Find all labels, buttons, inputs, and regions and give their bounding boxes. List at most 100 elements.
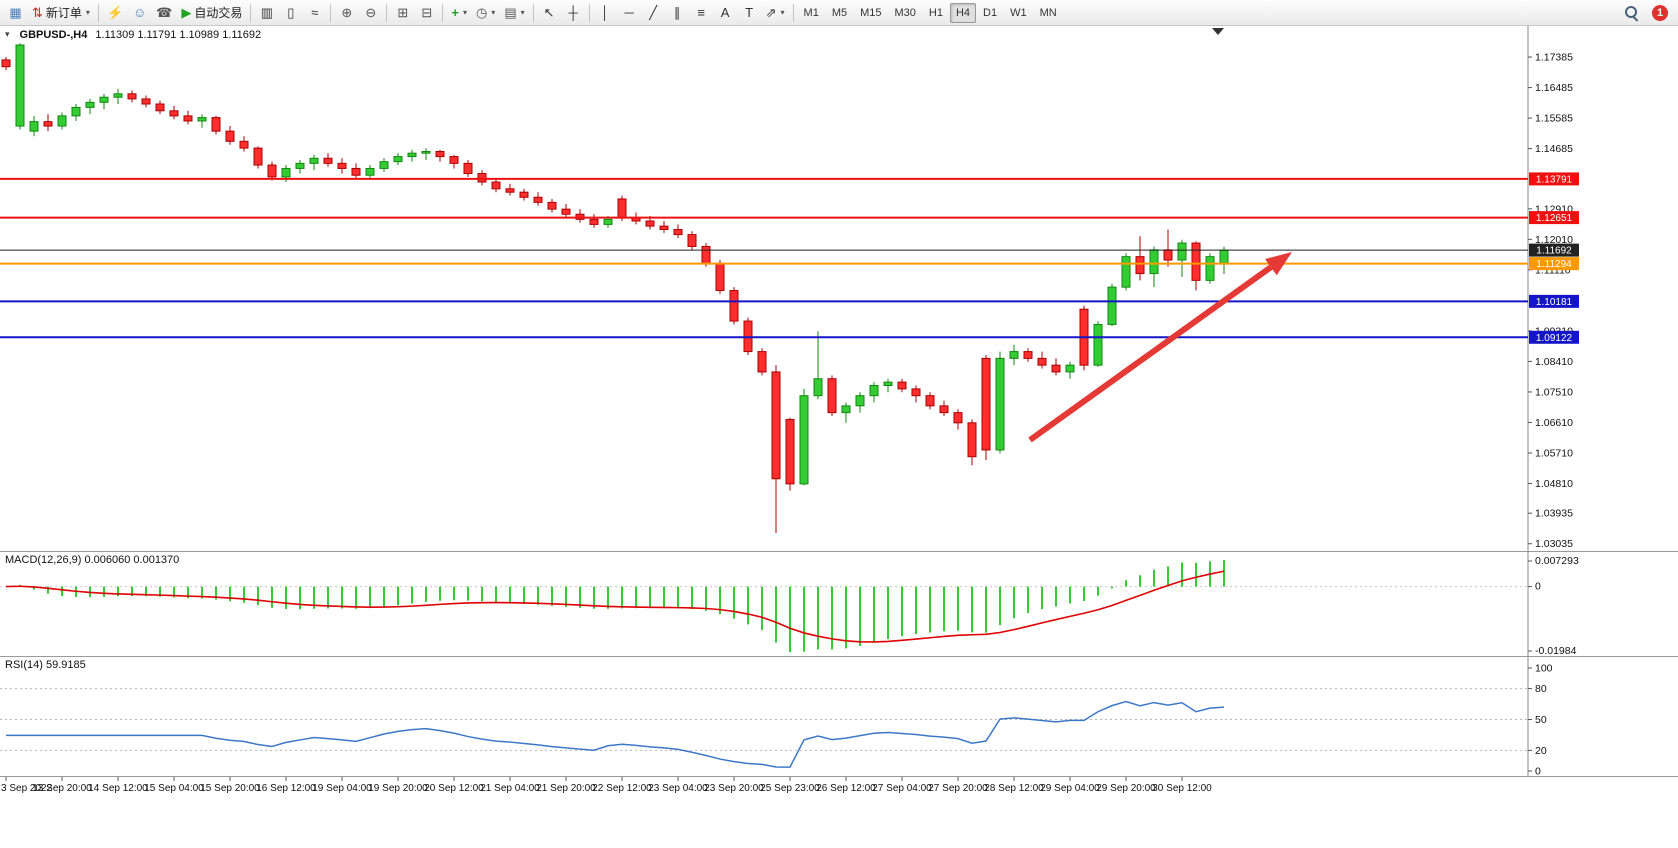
- svg-text:0: 0: [1535, 581, 1541, 593]
- channel-button[interactable]: ∥: [666, 2, 689, 24]
- cursor-button[interactable]: ↖: [538, 2, 561, 24]
- chevron-down-icon: ▾: [520, 8, 525, 17]
- toolbar-separator: [330, 3, 332, 22]
- svg-text:14 Sep 12:00: 14 Sep 12:00: [88, 783, 148, 794]
- line-chart-button[interactable]: ≈: [303, 2, 326, 24]
- rsi-header: RSI(14) 59.9185: [5, 659, 86, 671]
- svg-text:1.04810: 1.04810: [1535, 478, 1573, 490]
- chart-menu-icon[interactable]: ▾: [5, 29, 10, 39]
- svg-text:50: 50: [1535, 714, 1547, 726]
- chart-shift-marker-icon[interactable]: [1212, 28, 1224, 35]
- notification-badge[interactable]: 1: [1652, 4, 1668, 21]
- autotrading-label: 自动交易: [194, 6, 243, 20]
- svg-text:15 Sep 04:00: 15 Sep 04:00: [144, 783, 204, 794]
- lightning-icon: ⚡: [106, 5, 124, 20]
- timeframe-button-w1[interactable]: W1: [1004, 3, 1033, 23]
- svg-text:1.08410: 1.08410: [1535, 356, 1573, 368]
- chart-area[interactable]: 1.17385 1.16485 1.15585 1.14685 1.12910 1.120…: [0, 26, 1678, 848]
- svg-text:19 Sep 04:00: 19 Sep 04:00: [312, 783, 372, 794]
- cursor-icon: ↖: [543, 5, 555, 20]
- zoom-out-button[interactable]: ⊖: [359, 2, 382, 24]
- market-watch-button[interactable]: ☺: [128, 2, 151, 24]
- zoom-out-icon: ⊖: [365, 5, 377, 20]
- arrange-windows-button[interactable]: ⊟: [415, 2, 438, 24]
- toolbar-separator: [588, 3, 590, 22]
- svg-text:1.05710: 1.05710: [1535, 448, 1573, 460]
- svg-text:1.06610: 1.06610: [1535, 417, 1573, 429]
- new-order-button[interactable]: ⇅ 新订单 ▾: [28, 2, 94, 24]
- level-lines[interactable]: [0, 177, 1528, 339]
- periods-button[interactable]: ◷ ▾: [472, 2, 499, 24]
- svg-text:1.17385: 1.17385: [1535, 52, 1573, 64]
- svg-text:1.12651: 1.12651: [1536, 213, 1573, 224]
- price-badge: [1529, 330, 1579, 344]
- new-order-label: 新订单: [45, 6, 82, 20]
- zoom-in-button[interactable]: ⊕: [335, 2, 358, 24]
- templates-button[interactable]: ▤ ▾: [500, 2, 528, 24]
- toolbar-separator: [792, 3, 794, 22]
- timeframe-button-m15[interactable]: M15: [854, 3, 887, 23]
- crosshair-button[interactable]: ┼: [562, 2, 585, 24]
- new-chart-button[interactable]: ▦: [4, 2, 27, 24]
- timeframe-button-h1[interactable]: H1: [923, 3, 949, 23]
- svg-text:1.03035: 1.03035: [1535, 538, 1573, 550]
- svg-text:1.13791: 1.13791: [1536, 174, 1573, 185]
- candlestick-chart-button[interactable]: ▯: [279, 2, 302, 24]
- bar-chart-button[interactable]: ▥: [255, 2, 278, 24]
- svg-text:1.11692: 1.11692: [1536, 246, 1572, 257]
- timeframe-button-h4[interactable]: H4: [949, 2, 977, 23]
- toolbar-separator: [386, 3, 388, 22]
- timeframe-button-mn[interactable]: MN: [1034, 3, 1063, 23]
- bar-chart-icon: ▥: [260, 5, 273, 20]
- candles-layer[interactable]: [1, 43, 1229, 534]
- price-badge: [1529, 243, 1579, 257]
- macd-panel[interactable]: 0.007293 0 -0.01984: [0, 555, 1579, 657]
- vertical-line-icon: │: [601, 5, 610, 20]
- horizontal-line-button[interactable]: ─: [618, 2, 641, 24]
- autotrading-button[interactable]: ▶ 自动交易: [177, 2, 246, 24]
- svg-text:21 Sep 04:00: 21 Sep 04:00: [480, 783, 540, 794]
- timeframe-button-d1[interactable]: D1: [977, 3, 1003, 23]
- toolbar-separator: [250, 3, 252, 22]
- trendline-button[interactable]: ╱: [642, 2, 665, 24]
- svg-text:21 Sep 20:00: 21 Sep 20:00: [536, 783, 596, 794]
- support-button[interactable]: ☎: [152, 2, 176, 24]
- arrow-shape-icon: ⇗: [765, 5, 777, 20]
- chevron-down-icon: ▾: [491, 8, 496, 17]
- svg-text:13 Sep 20:00: 13 Sep 20:00: [32, 783, 92, 794]
- arrows-button[interactable]: ⇗ ▾: [762, 2, 789, 24]
- trend-arrow[interactable]: [1028, 252, 1292, 443]
- price-badge: [1529, 211, 1579, 225]
- text-icon: A: [720, 5, 730, 20]
- timeframe-button-m30[interactable]: M30: [889, 3, 922, 23]
- symbol-label: GBPUSD-,H4: [19, 29, 88, 41]
- rsi-panel[interactable]: 100 80 50 20 0: [0, 663, 1553, 778]
- price-chart[interactable]: 1.173851.164851.155851.146851.129101.120…: [0, 26, 1678, 848]
- play-icon: ▶: [181, 5, 192, 20]
- svg-text:1.14685: 1.14685: [1535, 143, 1573, 155]
- svg-text:30 Sep 12:00: 30 Sep 12:00: [1152, 783, 1212, 794]
- fibonacci-icon: ≡: [697, 5, 705, 20]
- timeframe-button-m5[interactable]: M5: [826, 3, 853, 23]
- timeframe-group: M1 M5 M15 M30 H1 H4 D1 W1 MN: [798, 2, 1063, 23]
- text-label-button[interactable]: T: [738, 2, 761, 24]
- vertical-line-button[interactable]: │: [594, 2, 617, 24]
- fibonacci-button[interactable]: ≡: [690, 2, 713, 24]
- trendline-icon: ╱: [649, 5, 658, 20]
- profiles-button[interactable]: ⚡: [103, 2, 127, 24]
- crosshair-icon: ┼: [568, 5, 578, 20]
- search-button[interactable]: [1620, 2, 1643, 24]
- horizontal-line-icon: ─: [624, 5, 634, 20]
- text-button[interactable]: A: [714, 2, 737, 24]
- candlestick-icon: ▯: [287, 5, 295, 20]
- tile-windows-button[interactable]: ⊞: [391, 2, 414, 24]
- svg-text:15 Sep 20:00: 15 Sep 20:00: [200, 783, 260, 794]
- indicators-button[interactable]: + ▾: [447, 2, 471, 24]
- svg-text:26 Sep 12:00: 26 Sep 12:00: [816, 783, 876, 794]
- zoom-in-icon: ⊕: [341, 5, 353, 20]
- svg-text:1.15585: 1.15585: [1535, 113, 1573, 125]
- timeframe-button-m1[interactable]: M1: [798, 3, 825, 23]
- svg-text:29 Sep 20:00: 29 Sep 20:00: [1096, 783, 1156, 794]
- svg-text:19 Sep 20:00: 19 Sep 20:00: [368, 783, 428, 794]
